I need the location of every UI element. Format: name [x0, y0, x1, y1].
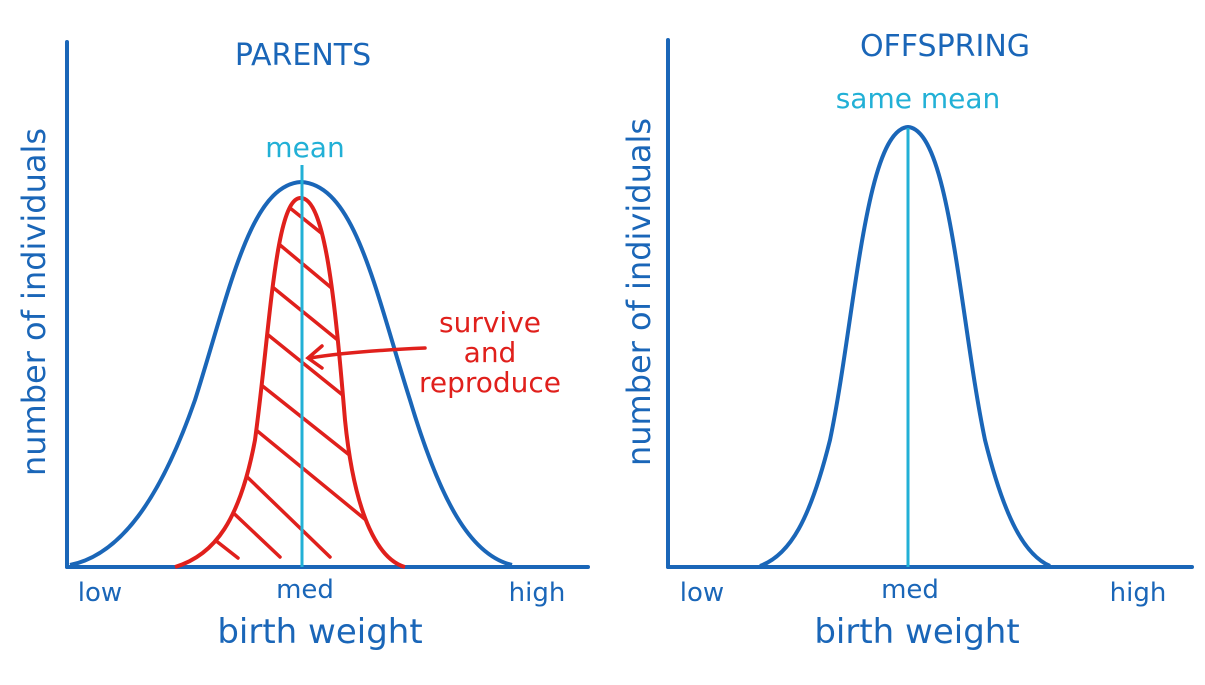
parents-mean-label: mean: [265, 131, 344, 164]
offspring-mean-label: same mean: [836, 82, 1001, 115]
parents-tick-high: high: [509, 578, 566, 608]
parents-tick-med: med: [276, 575, 334, 605]
offspring-panel: OFFSPRING same mean low med high birth w…: [620, 29, 1194, 652]
offspring-x-label: birth weight: [814, 612, 1019, 652]
parents-panel: PARENTS mean survive and reproduce low m…: [15, 38, 590, 652]
offspring-tick-low: low: [680, 578, 724, 608]
arrow-icon: [305, 344, 427, 370]
offspring-distribution-curve: [759, 124, 1051, 568]
offspring-y-label: number of individuals: [620, 118, 658, 466]
survivors-curve: [174, 196, 406, 569]
offspring-title: OFFSPRING: [860, 29, 1030, 64]
annotation-line-2: and: [464, 336, 517, 369]
offspring-tick-high: high: [1110, 578, 1167, 608]
parents-y-label: number of individuals: [15, 128, 53, 476]
parents-x-label: birth weight: [217, 612, 422, 652]
parents-tick-low: low: [78, 578, 122, 608]
annotation-line-3: reproduce: [419, 366, 561, 399]
annotation-line-1: survive: [439, 306, 541, 339]
offspring-tick-med: med: [881, 575, 939, 605]
parents-title: PARENTS: [235, 38, 371, 73]
